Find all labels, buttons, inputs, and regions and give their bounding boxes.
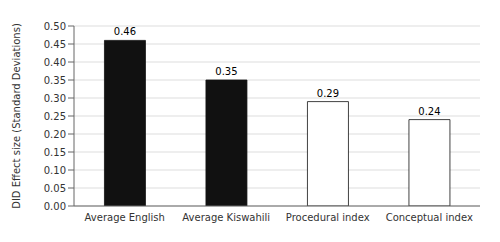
svg-text:0.00: 0.00 [44, 201, 66, 212]
svg-text:DID Effect size (Standard Devi: DID Effect size (Standard Deviations) [11, 23, 22, 209]
svg-text:0.45: 0.45 [44, 39, 66, 50]
svg-text:0.40: 0.40 [44, 57, 66, 68]
svg-text:0.15: 0.15 [44, 147, 66, 158]
svg-text:0.46: 0.46 [114, 26, 136, 37]
svg-text:Procedural index: Procedural index [286, 212, 370, 223]
svg-text:0.50: 0.50 [44, 21, 66, 32]
svg-text:Conceptual index: Conceptual index [386, 212, 473, 223]
svg-text:Average English: Average English [85, 212, 165, 223]
svg-text:0.20: 0.20 [44, 129, 66, 140]
svg-text:Average Kiswahili: Average Kiswahili [182, 212, 270, 223]
svg-text:0.05: 0.05 [44, 183, 66, 194]
svg-text:0.25: 0.25 [44, 111, 66, 122]
svg-text:0.30: 0.30 [44, 93, 66, 104]
svg-text:0.29: 0.29 [317, 88, 339, 99]
svg-text:0.35: 0.35 [44, 75, 66, 86]
svg-text:0.10: 0.10 [44, 165, 66, 176]
svg-text:0.35: 0.35 [215, 66, 237, 77]
svg-text:0.24: 0.24 [418, 106, 440, 117]
